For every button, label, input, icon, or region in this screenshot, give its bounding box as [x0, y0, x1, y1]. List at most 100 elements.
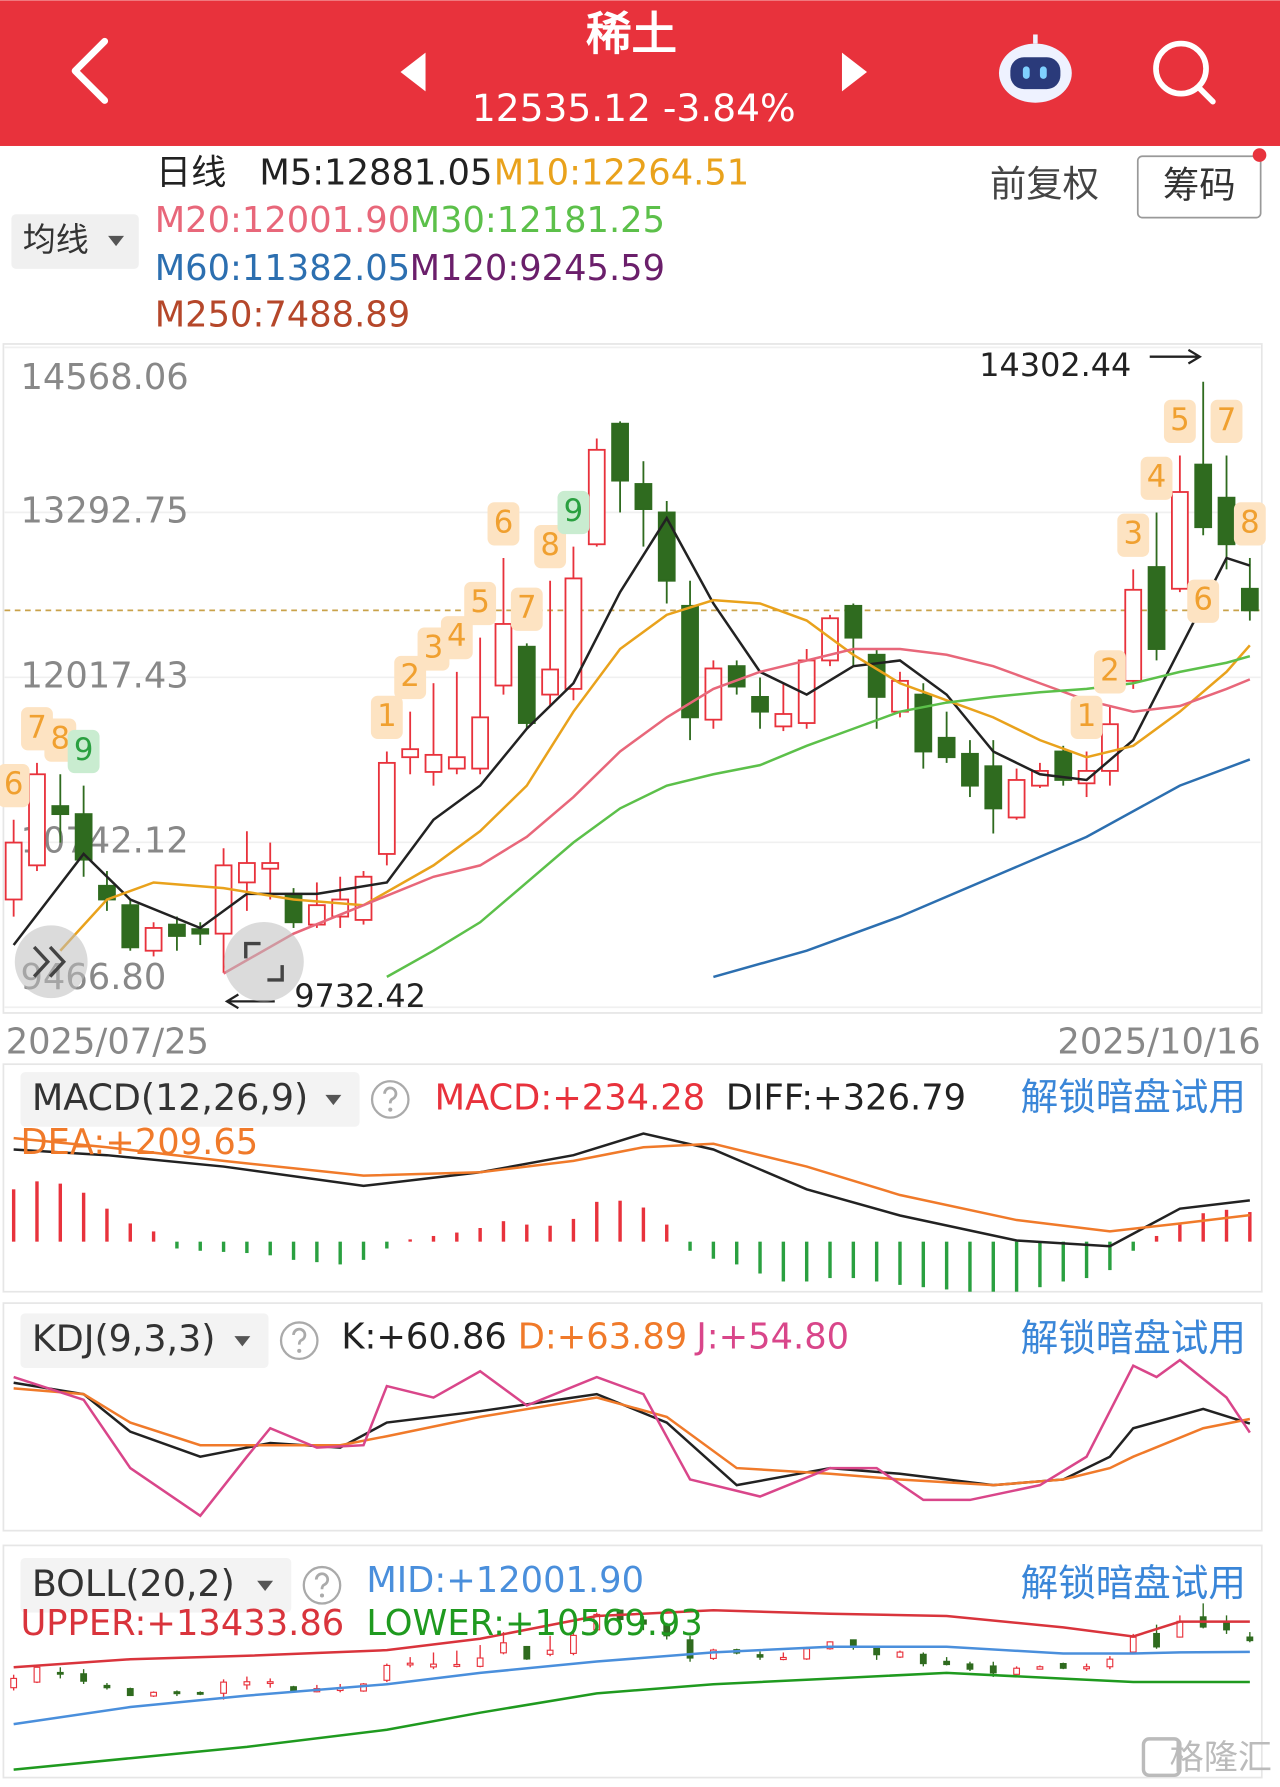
- robot-eye: [1022, 66, 1030, 79]
- macd-bar: [198, 1241, 202, 1251]
- candle-body: [1223, 1621, 1230, 1631]
- chips-button-bg: [1136, 155, 1262, 219]
- candle-body: [1101, 723, 1119, 772]
- signal-label: 9: [564, 493, 584, 529]
- unlock-link[interactable]: 解锁暗盘试用: [1021, 1316, 1246, 1360]
- signal-label: 5: [470, 584, 490, 620]
- selector-bg: [20, 1313, 269, 1368]
- candle-body: [1147, 566, 1166, 650]
- candle-body: [476, 1657, 484, 1667]
- candle-body: [961, 752, 979, 787]
- candle-body: [33, 1666, 41, 1683]
- candle-body: [663, 1624, 671, 1637]
- notify-dot: [1252, 148, 1267, 162]
- watermark-logo: [1141, 1737, 1182, 1777]
- search-button[interactable]: [1153, 40, 1216, 105]
- candle-body: [564, 577, 583, 690]
- macd-bar: [1108, 1241, 1112, 1271]
- candle-body: [570, 1634, 577, 1654]
- help-icon[interactable]: [370, 1080, 410, 1119]
- indicator-selector[interactable]: KDJ(9,3,3): [20, 1313, 269, 1368]
- adjust-label[interactable]: 前复权: [990, 162, 1099, 205]
- candle-body: [266, 1681, 274, 1685]
- help-icon[interactable]: [302, 1565, 342, 1605]
- signal-badge: [1163, 399, 1196, 444]
- next-button[interactable]: [841, 52, 867, 92]
- signal-badge: [487, 502, 520, 546]
- signal-badge: [1093, 650, 1126, 694]
- search-lens: [1153, 40, 1209, 97]
- candle-body: [984, 765, 1003, 810]
- candle-body: [214, 864, 233, 935]
- candle-body: [471, 716, 490, 770]
- legend-entry: M250:7488.89: [155, 295, 410, 336]
- macd-bar: [1154, 1235, 1159, 1242]
- expand-side-button[interactable]: [14, 925, 88, 999]
- signal-label: 8: [1240, 504, 1260, 540]
- unlock-link[interactable]: 解锁暗盘试用: [1021, 1561, 1246, 1605]
- candle-body: [546, 1649, 554, 1655]
- ma-button-label: 均线: [23, 220, 89, 259]
- candle-body: [611, 422, 629, 482]
- macd-bar: [105, 1208, 109, 1242]
- legend-entry: LOWER:+10569.93: [366, 1603, 702, 1644]
- candle-body: [1083, 1666, 1090, 1670]
- signal-badge: [1117, 513, 1150, 557]
- robot-icon[interactable]: [998, 34, 1072, 103]
- y-tick-label: 13292.75: [20, 490, 188, 531]
- fullscreen-button[interactable]: [224, 921, 304, 1002]
- candle-body: [1129, 1636, 1137, 1653]
- back-button[interactable]: [71, 37, 109, 104]
- candle-body: [261, 862, 280, 870]
- indicator-line: [222, 647, 1251, 975]
- candle-body: [844, 604, 863, 639]
- indicator-selector[interactable]: MACD(12,26,9): [20, 1072, 360, 1127]
- macd-frame: [2, 1063, 1263, 1293]
- candle-body: [1153, 1632, 1160, 1648]
- help-circle: [279, 1321, 319, 1360]
- signal-label: 3: [424, 630, 444, 666]
- macd-bar: [711, 1241, 716, 1259]
- high-label: 14302.44: [979, 346, 1131, 384]
- prev-button[interactable]: [400, 52, 426, 92]
- candle-body: [4, 841, 23, 901]
- period-label: 日线: [156, 152, 227, 193]
- candle-body: [1176, 1620, 1184, 1638]
- help-mark: [314, 1572, 329, 1590]
- candle-body: [657, 511, 676, 582]
- macd-bar: [1014, 1241, 1019, 1292]
- candle-body: [150, 1691, 158, 1697]
- signal-label: 6: [1193, 582, 1213, 618]
- candle-body: [867, 653, 886, 698]
- macd-bar: [151, 1231, 156, 1242]
- indicator-line: [13, 1358, 1251, 1518]
- unlock-link[interactable]: 解锁暗盘试用: [1021, 1075, 1246, 1119]
- macd-bar: [874, 1241, 879, 1282]
- chips-button[interactable]: 筹码: [1136, 148, 1267, 219]
- robot-face: [1010, 57, 1061, 90]
- signal-label: 4: [1147, 459, 1167, 495]
- macd-bar: [1201, 1213, 1205, 1242]
- macd-bar: [1131, 1241, 1135, 1251]
- candle-body: [803, 1648, 811, 1660]
- macd-bar: [525, 1224, 529, 1242]
- signal-label: 3: [1123, 516, 1143, 552]
- legend-entry: DEA:+209.65: [20, 1122, 258, 1163]
- button-circle: [14, 925, 88, 999]
- legend-entry: M30:12181.25: [410, 200, 665, 241]
- macd-bar: [361, 1241, 366, 1260]
- signal-label: 8: [51, 721, 71, 757]
- macd-bar: [618, 1200, 622, 1242]
- candle-body: [220, 1681, 227, 1694]
- macd-bar: [758, 1241, 762, 1274]
- high-arrow: [1149, 348, 1202, 365]
- help-icon[interactable]: [279, 1321, 319, 1360]
- help-dot: [319, 1593, 325, 1598]
- candle-body: [1240, 587, 1259, 612]
- indicator-selector[interactable]: BOLL(20,2): [20, 1557, 292, 1613]
- candle-body: [849, 1639, 857, 1646]
- ma-button[interactable]: 均线: [11, 214, 139, 269]
- macd-bar: [548, 1225, 552, 1242]
